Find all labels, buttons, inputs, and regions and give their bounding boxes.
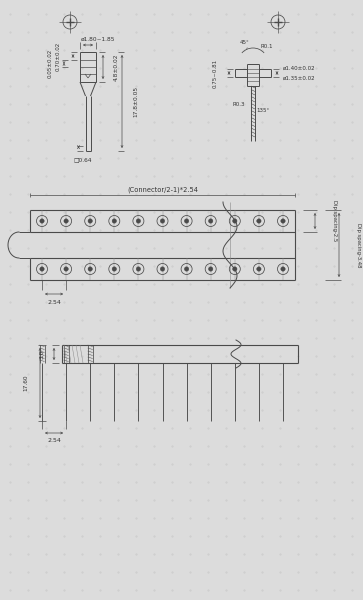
Circle shape — [160, 219, 165, 223]
Text: 45°: 45° — [240, 40, 250, 44]
Text: Dip spacing-2.5: Dip spacing-2.5 — [333, 200, 338, 242]
Text: ø1.35±0.02: ø1.35±0.02 — [283, 76, 315, 80]
Circle shape — [281, 267, 285, 271]
Circle shape — [257, 267, 261, 271]
Text: 0.70±0.02: 0.70±0.02 — [56, 41, 61, 71]
Circle shape — [40, 219, 44, 223]
Circle shape — [64, 219, 68, 223]
Text: 0.05±0.02: 0.05±0.02 — [48, 49, 53, 78]
Text: 17.8±0.05: 17.8±0.05 — [134, 86, 139, 117]
Text: □0.64: □0.64 — [74, 157, 92, 163]
Circle shape — [160, 267, 165, 271]
Text: 17.60: 17.60 — [24, 374, 29, 391]
Circle shape — [281, 219, 285, 223]
Circle shape — [112, 267, 117, 271]
Circle shape — [136, 219, 140, 223]
Circle shape — [112, 219, 117, 223]
Circle shape — [184, 267, 189, 271]
Circle shape — [184, 219, 189, 223]
Circle shape — [88, 267, 93, 271]
Circle shape — [233, 267, 237, 271]
Text: R0.3: R0.3 — [233, 101, 245, 107]
Circle shape — [208, 267, 213, 271]
Text: Dip spacing-3.48: Dip spacing-3.48 — [356, 223, 362, 267]
Text: 2.54: 2.54 — [47, 439, 61, 443]
Text: ø1.40±0.02: ø1.40±0.02 — [283, 65, 315, 70]
Circle shape — [136, 267, 140, 271]
Circle shape — [233, 219, 237, 223]
Text: ø1.80~1.85: ø1.80~1.85 — [81, 37, 115, 41]
Circle shape — [88, 219, 93, 223]
Text: 4.8±0.02: 4.8±0.02 — [114, 53, 118, 81]
Text: 2.54: 2.54 — [47, 299, 61, 304]
Circle shape — [208, 219, 213, 223]
Circle shape — [257, 219, 261, 223]
Circle shape — [64, 267, 68, 271]
Text: R0.1: R0.1 — [261, 43, 273, 49]
Text: (Connector/2-1)*2.54: (Connector/2-1)*2.54 — [127, 187, 198, 193]
Text: 3.0: 3.0 — [40, 349, 45, 359]
Text: 135°: 135° — [256, 107, 270, 113]
Text: 0.75~0.81: 0.75~0.81 — [212, 58, 217, 88]
Circle shape — [40, 267, 44, 271]
